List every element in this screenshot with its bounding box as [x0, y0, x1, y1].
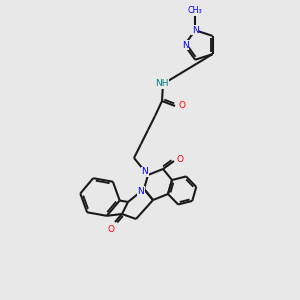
Text: N: N	[138, 187, 144, 196]
Text: NH: NH	[155, 80, 169, 88]
Text: N: N	[192, 26, 199, 35]
Text: O: O	[176, 155, 184, 164]
Text: CH₃: CH₃	[188, 6, 203, 15]
Text: O: O	[107, 224, 115, 233]
Text: N: N	[142, 167, 148, 176]
Text: O: O	[178, 101, 185, 110]
Text: N: N	[182, 40, 189, 50]
